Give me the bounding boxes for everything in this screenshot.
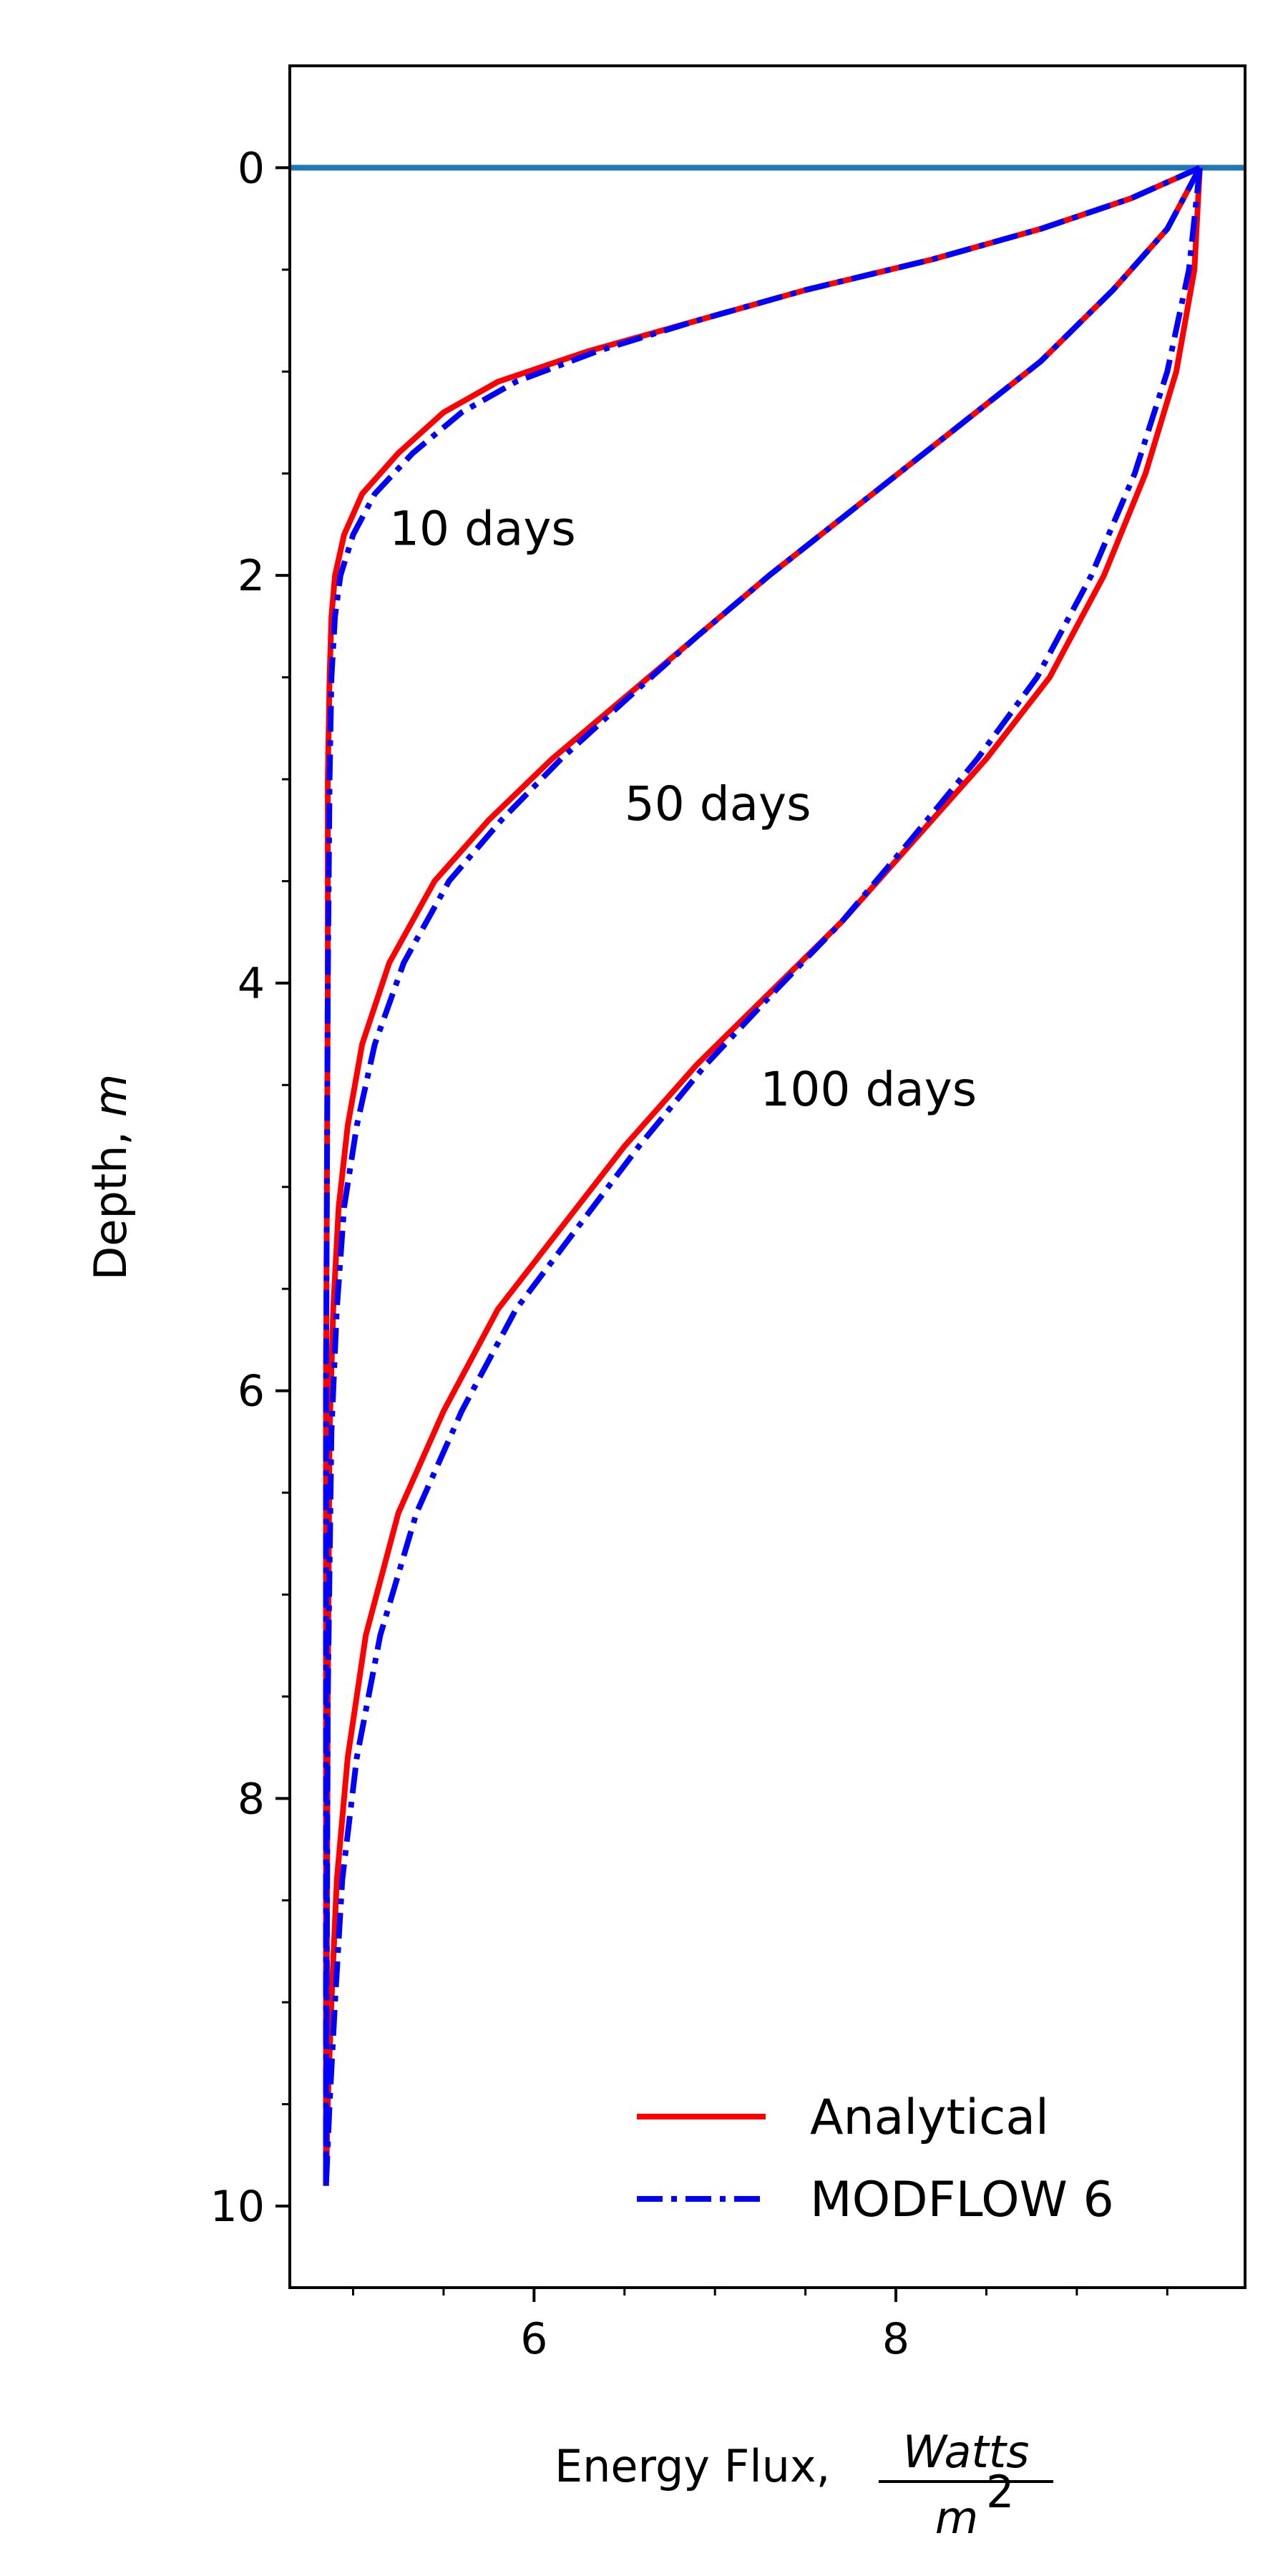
series-0-curve-50-days [323,166,1203,2186]
plot-frame [288,64,1246,2289]
y-tick-label-8: 8 [238,1774,265,1824]
annotation-10-days: 10 days [389,501,576,556]
y-axis-label-unit: m [84,1074,137,1117]
x-tick-label-8: 8 [882,2314,909,2364]
y-axis-label: Depth, m [84,1074,137,1281]
x-axis-label: Energy Flux, Watts m 2 [555,2426,1053,2544]
legend: Analytical MODFLOW 6 [637,2089,1114,2228]
y-tick-label-4: 4 [238,959,265,1009]
y-tick-label-6: 6 [238,1367,265,1417]
series-0-curve-100-days [323,167,1203,2186]
x-axis-label-prefix: Energy Flux, [555,2440,844,2492]
series-1-curve-10-days [323,165,1201,2186]
series-1-curve-50-days [323,166,1203,2186]
x-tick-label-6: 6 [520,2314,547,2364]
x-axis-label-numerator: Watts [903,2426,1030,2478]
x-axis-label-denominator-exponent: 2 [986,2466,1014,2518]
plot-layer [290,165,1245,2186]
series-1-curve-100-days [323,167,1203,2186]
axes-layer: 6 8 0 2 4 6 8 10 10 days 50 days 100 days [210,143,1169,2364]
legend-label-modflow6: MODFLOW 6 [810,2172,1114,2228]
annotation-100-days: 100 days [760,1062,977,1117]
y-tick-label-10: 10 [210,2182,265,2232]
y-axis-label-prefix: Depth, [84,1117,137,1280]
annotation-50-days: 50 days [625,776,811,831]
y-tick-label-0: 0 [238,143,265,193]
y-tick-label-2: 2 [238,551,265,601]
x-axis-label-denominator: m [935,2492,978,2544]
legend-label-analytical: Analytical [810,2089,1049,2146]
